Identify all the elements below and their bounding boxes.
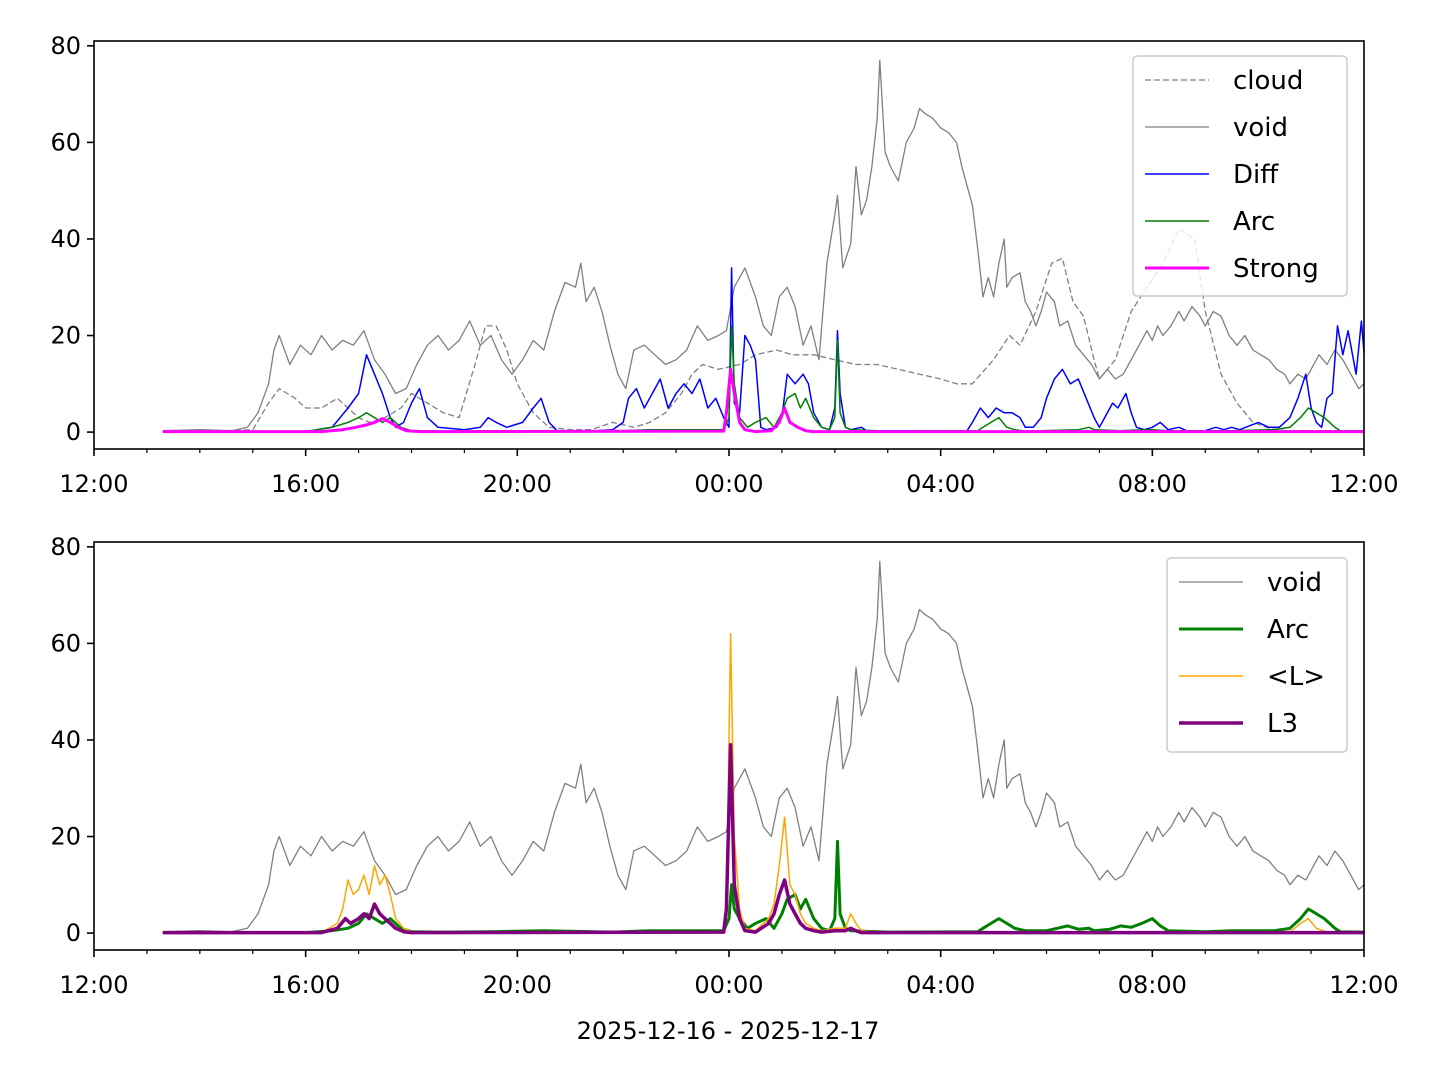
bottom-x-tick-label: 12:00 — [59, 971, 128, 999]
top-legend-label-strong: Strong — [1233, 254, 1319, 284]
bottom-x-tick-label: 12:00 — [1329, 971, 1398, 999]
bottom-legend-label-void: void — [1267, 568, 1322, 598]
top-y-tick-label: 80 — [50, 32, 81, 60]
bottom-y-tick-label: 80 — [50, 533, 81, 561]
x-axis-label: 2025-12-16 - 2025-12-17 — [577, 1017, 880, 1045]
top-legend-box — [1132, 55, 1348, 297]
top-y-tick-label: 40 — [50, 225, 81, 253]
bottom-y-tick-label: 40 — [50, 726, 81, 754]
bottom-chart-panel: 0 20 40 60 80 12:00 16:00 20:00 00:00 04:00 08:00 1… — [50, 533, 1398, 999]
top-x-tick-label: 16:00 — [271, 470, 340, 498]
bottom-legend-label-l3: L3 — [1267, 709, 1298, 739]
bottom-y-tick-label: 20 — [50, 823, 81, 851]
bottom-x-tick-label: 00:00 — [694, 971, 763, 999]
top-x-tick-label: 08:00 — [1118, 470, 1187, 498]
top-chart-legend: cloud void Diff Arc Strong — [1132, 55, 1348, 297]
top-chart-series — [162, 59, 1364, 434]
top-x-tick-label: 20:00 — [483, 470, 552, 498]
top-legend-label-cloud: cloud — [1233, 66, 1303, 96]
bottom-legend-label-arc: Arc — [1267, 615, 1309, 645]
top-series-void — [162, 59, 1364, 432]
top-series-diff — [162, 267, 1364, 433]
bottom-chart-legend: void Arc <L> L3 — [1166, 557, 1348, 753]
bottom-series-void — [162, 560, 1364, 933]
bottom-y-tick-label: 0 — [66, 919, 81, 947]
bottom-chart-series — [162, 560, 1364, 935]
top-legend-label-arc: Arc — [1233, 207, 1275, 237]
top-y-tick-label: 20 — [50, 322, 81, 350]
top-x-tick-label: 04:00 — [906, 470, 975, 498]
top-chart-panel: 0 20 40 60 80 12:00 16:00 20:00 00:00 04:00 08:00 1… — [50, 32, 1398, 498]
bottom-series-l3 — [162, 743, 1364, 935]
bottom-x-tick-label: 20:00 — [483, 971, 552, 999]
bottom-chart-axes: 0 20 40 60 80 12:00 16:00 20:00 00:00 04:00 08:00 1… — [50, 533, 1398, 999]
bottom-y-tick-label: 60 — [50, 629, 81, 657]
bottom-series-l — [162, 632, 1364, 934]
top-series-strong — [162, 367, 1364, 434]
top-x-tick-label: 12:00 — [59, 470, 128, 498]
top-legend-label-void: void — [1233, 113, 1288, 143]
bottom-x-tick-label: 16:00 — [271, 971, 340, 999]
bottom-x-tick-label: 08:00 — [1118, 971, 1187, 999]
bottom-legend-box — [1166, 557, 1348, 753]
top-x-tick-label: 12:00 — [1329, 470, 1398, 498]
top-y-tick-label: 60 — [50, 128, 81, 156]
top-chart-axes: 0 20 40 60 80 12:00 16:00 20:00 00:00 04:00 08:00 1… — [50, 32, 1398, 498]
bottom-legend-label-l: <L> — [1267, 662, 1325, 692]
bottom-x-tick-label: 04:00 — [906, 971, 975, 999]
top-y-tick-label: 0 — [66, 418, 81, 446]
top-x-tick-label: 00:00 — [694, 470, 763, 498]
top-legend-label-diff: Diff — [1233, 160, 1279, 190]
